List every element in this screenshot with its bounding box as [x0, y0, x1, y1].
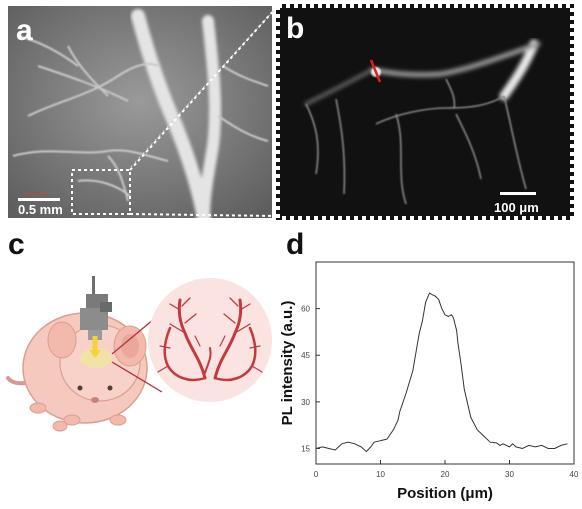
plot-area-frame	[315, 261, 575, 465]
mouse-eye-left	[77, 385, 83, 391]
panel-b-label: b	[286, 12, 305, 45]
mouse-imaging-diagram	[6, 276, 272, 432]
cranial-window	[80, 348, 112, 368]
y-tick-label: 60	[301, 305, 310, 314]
mouse-ear-left	[47, 321, 77, 359]
pl-intensity-chart: 0 10 20 30 40 15 30 45 60 Position (μm) PL inte…	[279, 261, 578, 502]
profile-line-marker	[369, 59, 382, 83]
x-axis-label: Position (μm)	[397, 485, 493, 502]
panel-a-label: a	[16, 14, 33, 47]
x-tick-label: 0	[314, 470, 319, 479]
panel-c-illustration: c	[0, 228, 290, 503]
mouse-eye-right	[107, 385, 113, 391]
x-tick-label: 10	[376, 470, 385, 479]
series-line	[315, 292, 568, 453]
panel-a-micrograph	[8, 6, 272, 225]
y-axis-label: PL intensity (a.u.)	[279, 301, 296, 426]
x-tick-label: 40	[570, 470, 578, 479]
panel-a-image: a 0.5 mm	[8, 6, 272, 225]
panel-c-label: c	[8, 228, 25, 261]
panel-d-label: d	[286, 228, 305, 261]
x-tick-label: 30	[505, 470, 514, 479]
panel-b-micrograph	[276, 4, 574, 220]
panel-a-scale-bar	[18, 198, 60, 201]
microscope-objective	[80, 276, 112, 340]
y-tick-label: 45	[301, 351, 310, 360]
y-tick-label: 30	[301, 398, 310, 407]
y-tick-label: 15	[301, 444, 310, 453]
panel-b-image: b 100 μm	[276, 4, 574, 220]
panel-a-scale-label: 0.5 mm	[18, 202, 63, 217]
panel-b-scale-bar	[500, 192, 536, 195]
panel-b-scale-label: 100 μm	[494, 200, 539, 215]
zoom-region-box	[71, 169, 131, 215]
x-tick-label: 20	[441, 470, 450, 479]
panel-d-chart: d 0 10 20 30 40 15 30 45 60 Position (μm) PL in…	[276, 228, 578, 504]
brain-vessels	[157, 297, 263, 382]
mouse-nose	[91, 397, 99, 403]
